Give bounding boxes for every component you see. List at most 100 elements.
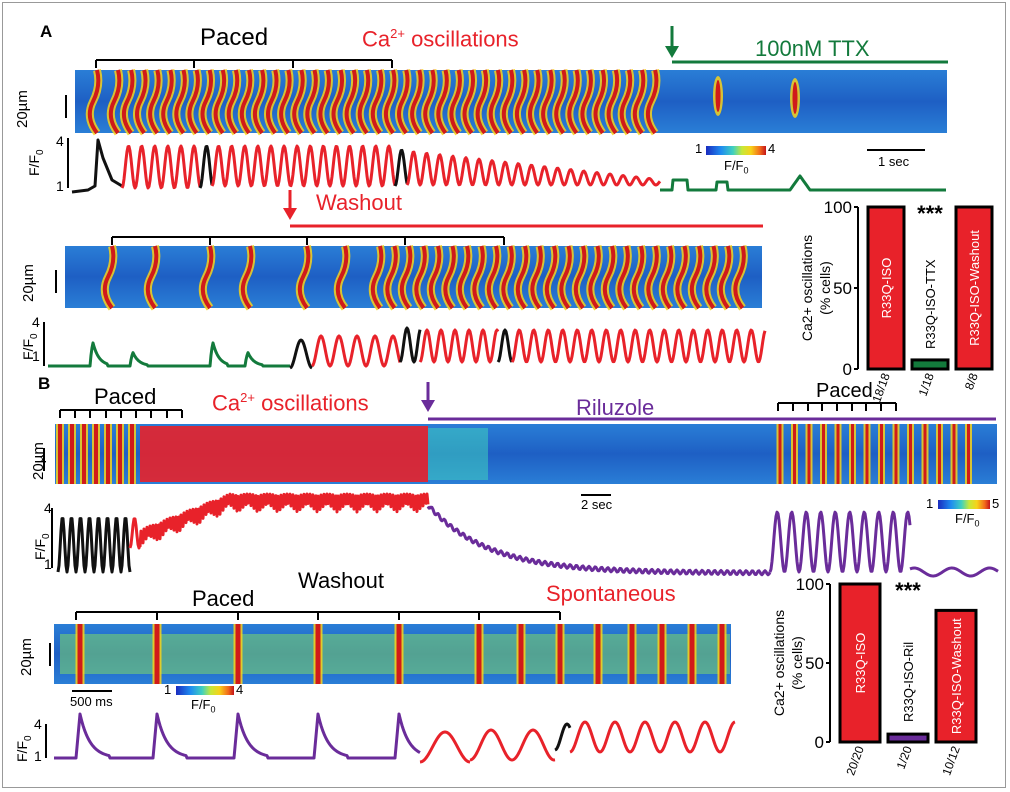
scan-wave [148,69,161,135]
panel-a-letter: A [40,22,53,41]
scan-wave [567,69,580,135]
panel-a-washout-paced-bracket [111,236,505,245]
bar-count-label: 18/18 [869,371,893,404]
panel-a-scale-um-label: 20µm [14,90,31,128]
scan-wave [397,69,410,135]
panel-b-trace-1 [56,492,999,578]
scan-wave [602,245,616,310]
scan-wave [632,69,646,135]
scan-wave [675,245,688,310]
y-axis-label-units: (% cells) [789,636,805,690]
bar [954,205,994,371]
y-tick-label: 100 [796,575,824,594]
panel-a-paced-bracket [95,59,393,68]
trace-segment [289,338,313,370]
scan-wave [428,245,442,310]
scan-wave [357,69,371,135]
scan-wave [370,245,384,310]
panel-b-time-scale-label: 2 sec [581,497,613,512]
scan-wave [528,69,541,135]
panel-b-time-scale-label-2: 500 ms [70,694,113,709]
panel-b-trace-2 [53,712,736,764]
scan-spark [792,82,798,114]
bar [910,358,950,371]
scan-wave [514,69,528,135]
panel-a-colorbar-max: 4 [768,141,776,156]
scan-wave [443,245,456,310]
panel-a-ca-oscillations-label: Ca2+ oscillations [362,26,519,52]
scan-wave [660,245,674,310]
scan-wave [573,245,587,310]
scan-wave [501,69,515,135]
scan-fade-region [428,428,488,480]
scan-wave [239,69,253,135]
scan-wave [383,69,397,135]
panel-b-paced2-label: Paced [192,586,255,611]
scan-wave [266,69,279,135]
trace-segment [47,341,291,368]
scan-wave [252,69,266,135]
panel-b-trace-max: 4 [44,500,52,516]
bar-category-label: R33Q-ISO [879,258,894,319]
panel-b-paced-label: Paced [94,384,157,409]
scan-wave [385,245,398,310]
scan-wave [423,69,436,135]
bar-count-label: 10/12 [939,744,963,777]
trace-segment [53,712,421,760]
scan-wave [414,245,427,310]
scan-wave [213,69,227,135]
panel-b-riluzole-arrow [421,382,996,421]
scan-spark [715,80,721,112]
scan-wave [462,69,476,135]
trace-segment [393,148,409,187]
panel-a-scale-um-label-2: 20µm [20,264,37,302]
panel-b-colorbar-min: 1 [926,496,934,511]
panel-a-trace2-max: 4 [32,314,40,330]
trace-segment [510,328,767,364]
panel-b-paced-right-bracket [777,402,897,411]
panel-a-ttx-label: 100nM TTX [755,36,870,61]
panel-b-paced-bracket [59,409,183,418]
trace-segment [768,510,912,574]
scan-wave [501,245,514,310]
scan-wave [733,245,746,310]
scan-wave [606,69,620,135]
panel-b-scale-um-label: 20µm [30,442,47,480]
scan-wave [646,245,659,310]
trace-segment [210,144,397,188]
scan-wave [515,245,529,310]
panel-b-riluzole-label: Riluzole [576,395,655,420]
panel-a-washout-arrow [283,190,763,228]
trace-segment [659,174,947,192]
panel-b-ca-oscillations-label: Ca2+ oscillations [212,390,369,416]
y-tick-label: 100 [824,198,852,217]
scan-wave [449,69,462,135]
panel-b-washout-label: Washout [298,568,385,593]
trace-segment [120,144,202,190]
scan-wave [331,69,345,135]
trace-segment [138,492,430,547]
scan-wave [580,69,593,135]
scan-wave [588,245,601,310]
panel-b-letter: B [38,374,51,393]
trace-segment [569,720,736,754]
bar-count-label: 20/20 [843,744,867,777]
scan-wave [631,245,645,310]
trace-segment [398,326,422,364]
y-axis-label-units: (% cells) [817,261,833,315]
scan-wave [436,69,449,135]
bar [886,732,930,744]
trace-segment [418,328,500,364]
scan-wave [240,245,254,310]
scan-wave [108,69,122,135]
panel-b-scale-um-label-2: 20µm [18,638,35,676]
panel-b-spontaneous-label: Spontaneous [546,581,676,606]
trace-segment [310,334,402,368]
panel-a-ff0-label: F/F0 [26,149,46,176]
panel-b-washout-paced-bracket [75,611,561,620]
panel-a-washout-label: Washout [316,190,403,215]
scan-wave [297,245,311,310]
scan-wave [335,245,349,310]
